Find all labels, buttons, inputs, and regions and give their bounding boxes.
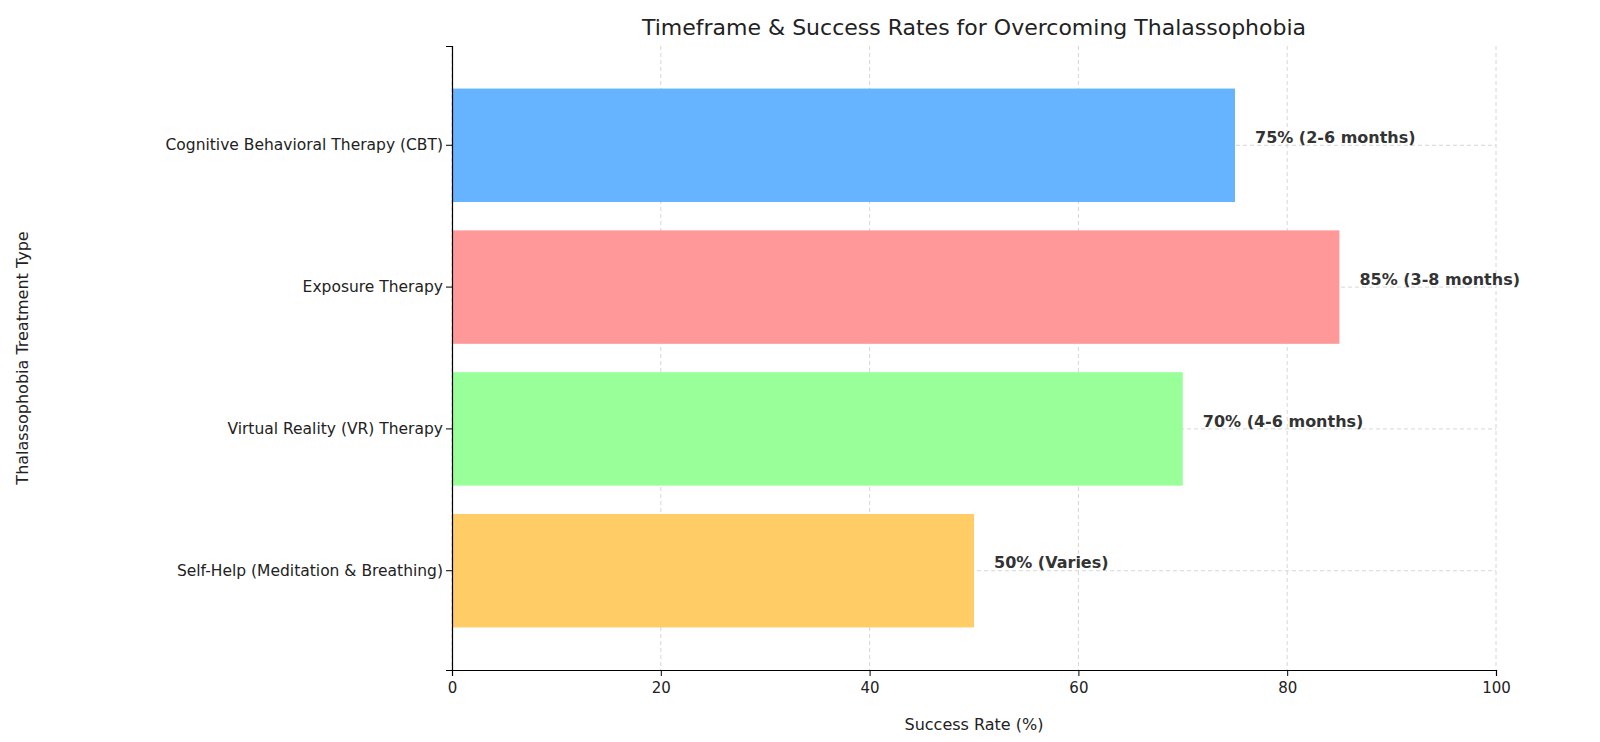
tick: Self-Help (Meditation & Breathing)	[177, 562, 452, 580]
tick: 80	[1278, 670, 1297, 697]
tick-label: Virtual Reality (VR) Therapy	[227, 420, 443, 438]
tick-label: 20	[652, 679, 671, 697]
y-axis-line	[446, 47, 453, 671]
tick: Exposure Therapy	[303, 278, 452, 296]
tick-mark	[446, 145, 452, 146]
chart: 0 20 40 60 80 100 Cognitive Behavioral Therapy…	[0, 0, 1600, 742]
tick-mark	[661, 670, 662, 676]
bar	[452, 230, 1339, 343]
tick-label: Exposure Therapy	[303, 278, 443, 296]
tick-mark	[1287, 670, 1288, 676]
tick: Virtual Reality (VR) Therapy	[227, 420, 452, 438]
y-axis-title: Thalassophobia Treatment Type	[13, 231, 32, 485]
tick: 40	[861, 670, 880, 697]
data-label: 75% (2-6 months)	[1255, 128, 1416, 147]
tick-label: 40	[861, 679, 880, 697]
plot: 0 20 40 60 80 100 Cognitive Behavioral Therapy…	[165, 46, 1520, 697]
x-axis-line	[453, 671, 1497, 677]
x-axis: 0 20 40 60 80 100	[448, 670, 1511, 697]
bars	[452, 89, 1339, 628]
x-axis-title: Success Rate (%)	[905, 715, 1044, 734]
grid-line	[1496, 46, 1497, 670]
tick: Cognitive Behavioral Therapy (CBT)	[165, 136, 452, 154]
title: Timeframe & Success Rates for Overcoming…	[641, 15, 1306, 40]
tick-mark	[1078, 670, 1079, 676]
tick: 60	[1069, 670, 1088, 697]
tick-label: 80	[1278, 679, 1297, 697]
bar	[452, 372, 1183, 485]
tick-mark	[870, 670, 871, 676]
grid	[452, 46, 1496, 670]
data-labels: 75% (2-6 months) 85% (3-8 months) 70% (4-6…	[994, 128, 1520, 572]
data-label: 50% (Varies)	[994, 553, 1109, 572]
tick-label: 0	[448, 679, 458, 697]
tick-mark	[1496, 670, 1497, 676]
data-label: 70% (4-6 months)	[1203, 412, 1364, 431]
bar	[452, 89, 1235, 202]
y-axis: Cognitive Behavioral Therapy (CBT) Exposu…	[165, 47, 452, 671]
tick-mark	[446, 570, 452, 571]
tick: 100	[1482, 670, 1511, 697]
tick-mark	[446, 428, 452, 429]
tick: 20	[652, 670, 671, 697]
bar	[452, 514, 974, 627]
data-label: 85% (3-8 months)	[1359, 270, 1520, 289]
tick-label: 60	[1069, 679, 1088, 697]
tick-label: 100	[1482, 679, 1511, 697]
tick-label: Cognitive Behavioral Therapy (CBT)	[165, 136, 443, 154]
tick-mark	[446, 287, 452, 288]
tick: 0	[448, 670, 458, 697]
tick-label: Self-Help (Meditation & Breathing)	[177, 562, 443, 580]
